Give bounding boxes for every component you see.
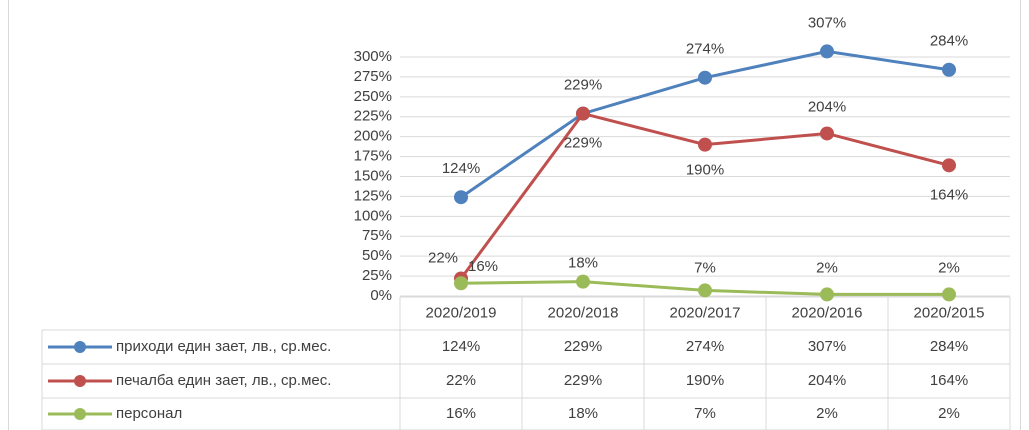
data-label: 2% — [938, 259, 960, 276]
x-tick-label: 2020/2015 — [914, 304, 985, 321]
point — [820, 126, 834, 141]
data-label: 7% — [694, 259, 716, 276]
table-cell: 22% — [446, 372, 476, 389]
y-tick-label: 50% — [362, 247, 392, 264]
data-label: 16% — [468, 258, 498, 275]
point — [698, 283, 712, 298]
table-cell: 229% — [564, 372, 602, 389]
y-tick-label: 275% — [354, 68, 392, 85]
point — [576, 274, 590, 289]
data-label: 190% — [686, 162, 724, 179]
y-tick-label: 175% — [354, 148, 392, 165]
legend-marker — [74, 408, 86, 420]
point — [698, 70, 712, 85]
point — [820, 287, 834, 302]
table-cell: 164% — [930, 372, 968, 389]
data-label: 22% — [428, 249, 458, 266]
point — [454, 276, 468, 291]
x-tick-label: 2020/2018 — [548, 304, 619, 321]
point — [942, 158, 956, 173]
data-label: 18% — [568, 255, 598, 272]
data-label: 2% — [816, 259, 838, 276]
data-label: 124% — [442, 160, 480, 177]
x-tick-label: 2020/2016 — [792, 304, 863, 321]
data-label: 164% — [930, 186, 968, 203]
y-tick-label: 250% — [354, 88, 392, 105]
point — [698, 137, 712, 152]
data-label: 204% — [808, 98, 846, 115]
data-label: 307% — [808, 14, 846, 31]
y-tick-label: 100% — [354, 207, 392, 224]
y-tick-label: 0% — [370, 287, 392, 304]
data-label: 274% — [686, 41, 724, 58]
table-cell: 229% — [564, 338, 602, 355]
legend-label: персонал — [116, 405, 182, 422]
table-cell: 7% — [694, 405, 716, 422]
table-cell: 18% — [568, 405, 598, 422]
x-tick-label: 2020/2019 — [426, 304, 497, 321]
table-cell: 16% — [446, 405, 476, 422]
legend-marker — [74, 375, 86, 387]
y-tick-label: 150% — [354, 167, 392, 184]
legend-label: приходи един зает, лв., ср.мес. — [116, 338, 331, 355]
table-cell: 284% — [930, 338, 968, 355]
y-tick-label: 75% — [362, 227, 392, 244]
point — [576, 106, 590, 121]
table-cell: 190% — [686, 372, 724, 389]
legend-label: печалба един зает, лв., ср.мес. — [116, 372, 331, 389]
table-cell: 2% — [938, 405, 960, 422]
point — [454, 190, 468, 205]
y-tick-label: 25% — [362, 267, 392, 284]
table-cell: 2% — [816, 405, 838, 422]
point — [820, 44, 834, 59]
data-label: 229% — [564, 77, 602, 94]
point — [942, 62, 956, 77]
legend-marker — [74, 341, 86, 353]
table-cell: 124% — [442, 338, 480, 355]
x-tick-label: 2020/2017 — [670, 304, 741, 321]
point — [942, 287, 956, 302]
table-cell: 307% — [808, 338, 846, 355]
y-tick-label: 125% — [354, 187, 392, 204]
y-tick-label: 300% — [354, 48, 392, 65]
y-tick-label: 225% — [354, 108, 392, 125]
table-cell: 204% — [808, 372, 846, 389]
table-cell: 274% — [686, 338, 724, 355]
data-label: 284% — [930, 33, 968, 50]
data-label: 229% — [564, 135, 602, 152]
y-tick-label: 200% — [354, 128, 392, 145]
